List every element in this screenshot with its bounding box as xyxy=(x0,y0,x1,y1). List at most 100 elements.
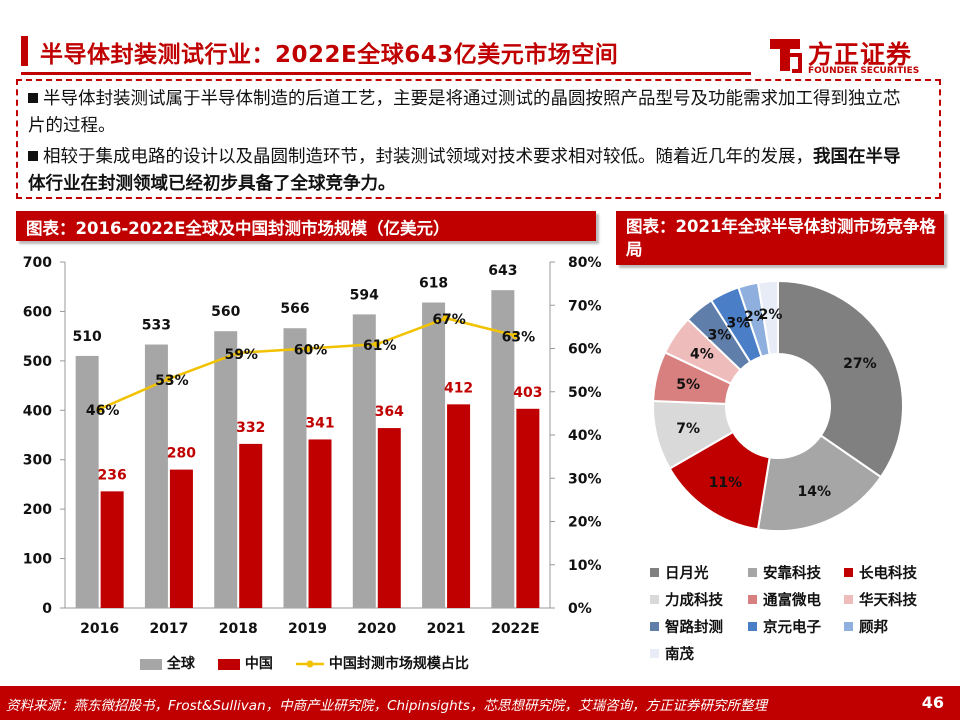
ratio-label: 63% xyxy=(502,330,536,346)
bullet-square-icon xyxy=(28,93,38,103)
bar-china-label: 412 xyxy=(444,380,473,396)
bar-global xyxy=(422,302,446,608)
y-tick-label: 400 xyxy=(23,403,52,419)
bullet-item: 相较于集成电路的设计以及晶圆制造环节，封装测试领域对技术要求相对较低。随着近几年… xyxy=(28,144,908,198)
bar-china-label: 364 xyxy=(375,404,404,420)
donut-legend-item: 力成科技 xyxy=(650,589,723,610)
ratio-label: 53% xyxy=(155,373,189,389)
donut-legend-item: 华天科技 xyxy=(844,589,917,610)
y-tick-label: 200 xyxy=(23,502,52,518)
legend-global: 全球 xyxy=(140,653,195,673)
donut-slice-label: 7% xyxy=(676,421,700,437)
y2-tick-label: 40% xyxy=(568,428,602,444)
bar-china-label: 332 xyxy=(236,420,265,436)
source-note: 资料来源：燕东微招股书，Frost&Sullivan，中商产业研究院，Chipi… xyxy=(6,698,767,714)
legend-swatch xyxy=(844,568,853,577)
donut-slice-label: 3% xyxy=(708,327,732,343)
legend-label: 全球 xyxy=(166,656,195,672)
ratio-label: 59% xyxy=(224,347,258,363)
x-tick-label: 2018 xyxy=(219,621,258,637)
bar-china xyxy=(377,428,401,608)
legend-swatch xyxy=(844,622,853,631)
donut-chart: 27%14%11%7%5%4%3%3%2%2% xyxy=(652,279,904,532)
donut-slice-label: 2% xyxy=(759,307,783,323)
y2-tick-label: 20% xyxy=(568,515,602,531)
legend-swatch xyxy=(650,649,659,658)
logo-english-name: FOUNDER SECURITIES xyxy=(808,66,920,76)
x-tick-label: 2020 xyxy=(357,621,396,637)
ratio-point xyxy=(373,340,381,348)
donut-slice-label: 5% xyxy=(676,377,700,393)
donut-slice-label: 11% xyxy=(709,475,743,491)
bar-china-label: 236 xyxy=(98,467,127,483)
bar-china xyxy=(308,439,332,608)
legend-label: 顾邦 xyxy=(859,620,888,636)
ratio-point xyxy=(304,345,311,352)
y-tick-label: 0 xyxy=(42,601,52,617)
y-tick-label: 700 xyxy=(23,255,52,271)
donut-slice-label: 3% xyxy=(726,315,750,331)
bar-global-label: 643 xyxy=(488,263,517,279)
legend-swatch xyxy=(748,622,757,631)
legend-swatch-china xyxy=(218,658,240,670)
legend-swatch xyxy=(748,568,757,577)
bar-global xyxy=(144,344,168,608)
legend-china: 中国 xyxy=(218,653,273,673)
y2-tick-label: 70% xyxy=(568,298,602,314)
legend-swatch-ratio xyxy=(296,660,324,668)
donut-legend-item: 京元电子 xyxy=(748,616,821,637)
legend-label: 长电科技 xyxy=(859,566,917,582)
bullet-item: 半导体封装测试属于半导体制造的后道工艺，主要是将通过测试的晶圆按照产品型号及功能… xyxy=(28,86,908,140)
bar-chart-header: 图表：2016-2022E全球及中国封测市场规模（亿美元） xyxy=(16,211,596,241)
legend-label: 通富微电 xyxy=(763,593,821,609)
company-logo: 方正证券 FOUNDER SECURITIES xyxy=(766,33,956,83)
legend-swatch xyxy=(650,622,659,631)
bar-global-label: 594 xyxy=(350,287,379,303)
bar-global xyxy=(283,328,307,608)
ratio-label: 67% xyxy=(432,312,466,328)
pie-chart-header: 图表：2021年全球半导体封测市场竞争格局 xyxy=(616,211,944,265)
x-tick-label: 2022E xyxy=(491,621,540,637)
donut-slice-label: 14% xyxy=(797,484,831,500)
x-tick-label: 2017 xyxy=(149,621,188,637)
logo-mark-icon xyxy=(770,39,802,73)
legend-label: 力成科技 xyxy=(665,593,723,609)
legend-label: 安靠科技 xyxy=(763,566,821,582)
y2-tick-label: 0% xyxy=(568,601,592,617)
x-tick-label: 2021 xyxy=(427,621,466,637)
title-accent-bar xyxy=(21,36,28,66)
bar-china-label: 280 xyxy=(167,446,196,462)
legend-swatch xyxy=(844,595,853,604)
y2-tick-label: 10% xyxy=(568,558,602,574)
donut-legend-item: 长电科技 xyxy=(844,562,917,583)
legend-label: 智路封测 xyxy=(665,620,723,636)
bar-china xyxy=(169,469,193,608)
donut-slice xyxy=(756,279,779,356)
donut-legend-item: 南茂 xyxy=(650,643,694,664)
donut-slice-label: 27% xyxy=(843,356,877,372)
y2-tick-label: 30% xyxy=(568,471,602,487)
legend-swatch xyxy=(650,595,659,604)
bar-global xyxy=(75,355,99,608)
legend-label: 南茂 xyxy=(665,647,694,663)
legend-swatch xyxy=(650,568,659,577)
donut-legend-item: 通富微电 xyxy=(748,589,821,610)
bar-china xyxy=(516,408,540,608)
bar-global-label: 510 xyxy=(73,329,102,345)
y-tick-label: 500 xyxy=(23,354,52,370)
x-tick-label: 2019 xyxy=(288,621,327,637)
footer-bar: 资料来源：燕东微招股书，Frost&Sullivan，中商产业研究院，Chipi… xyxy=(0,686,960,720)
bar-china xyxy=(100,491,124,608)
donut-slice xyxy=(777,279,904,479)
ratio-point xyxy=(234,349,242,357)
donut-legend-item: 日月光 xyxy=(650,562,709,583)
bar-global-label: 618 xyxy=(419,276,448,292)
summary-box: 半导体封装测试属于半导体制造的后道工艺，主要是将通过测试的晶圆按照产品型号及功能… xyxy=(16,79,941,199)
x-tick-label: 2016 xyxy=(80,621,119,637)
ratio-label: 60% xyxy=(294,343,328,359)
y2-tick-label: 50% xyxy=(568,385,602,401)
title-rule xyxy=(21,72,751,75)
ratio-point xyxy=(96,405,104,413)
legend-label: 日月光 xyxy=(665,566,709,582)
ratio-point xyxy=(442,314,450,322)
